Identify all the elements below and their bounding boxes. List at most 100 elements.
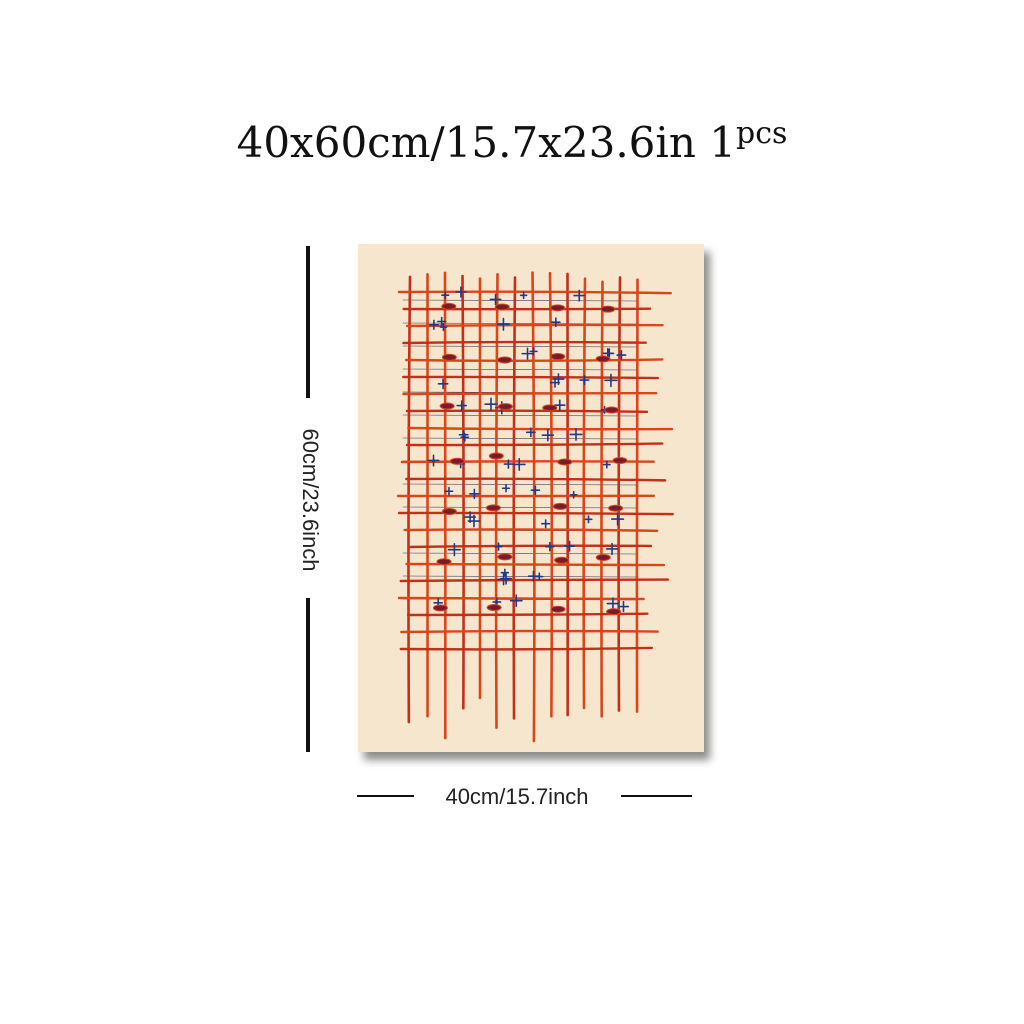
star-mark	[605, 542, 619, 556]
horizontal-stroke	[405, 442, 664, 447]
horizontal-stroke	[404, 358, 664, 362]
star-mark	[579, 374, 590, 386]
eye-mark	[449, 457, 465, 465]
star-mark	[617, 600, 630, 613]
eye-mark	[436, 558, 452, 566]
vertical-stroke	[494, 273, 499, 729]
eye-mark	[552, 502, 568, 510]
eye-mark	[432, 604, 448, 612]
vertical-stroke	[407, 275, 412, 724]
eye-mark	[612, 457, 628, 465]
horizontal-stroke	[402, 375, 660, 380]
height-label: 60cm/23.6inch	[298, 428, 323, 572]
hairline	[402, 437, 639, 440]
eye-mark	[441, 302, 457, 310]
star-mark	[512, 457, 526, 471]
vertical-stroke	[548, 271, 554, 718]
star-mark	[606, 597, 620, 610]
eye-mark	[542, 404, 558, 412]
star-mark	[527, 570, 540, 582]
quantity-number: 1	[709, 118, 736, 167]
star-mark	[455, 286, 467, 298]
eye-mark	[600, 305, 616, 313]
star-mark	[427, 454, 440, 467]
size-title: 40x60cm/15.7x23.6in 1pcs	[0, 116, 1024, 167]
star-mark	[604, 348, 615, 359]
star-mark	[564, 540, 576, 552]
canvas-print	[358, 244, 704, 752]
vertical-stroke	[461, 274, 465, 710]
vertical-stroke	[617, 276, 622, 712]
star-mark	[616, 350, 627, 361]
eye-mark	[595, 553, 611, 561]
eye-mark	[486, 604, 502, 612]
horizontal-stroke	[399, 578, 670, 583]
eye-mark	[604, 406, 620, 414]
eye-mark	[606, 608, 622, 616]
height-dimension-line-bottom	[306, 598, 310, 752]
eye-mark	[441, 507, 457, 515]
star-mark	[441, 291, 450, 300]
star-mark	[569, 490, 578, 499]
star-mark	[584, 515, 593, 524]
hairline	[402, 552, 639, 555]
star-mark	[503, 459, 514, 469]
eye-mark	[550, 605, 566, 613]
star-mark	[525, 427, 536, 438]
eye-mark	[497, 356, 513, 364]
eye-mark	[550, 353, 566, 361]
width-label: 40cm/15.7inch	[445, 784, 589, 809]
horizontal-stroke	[399, 646, 654, 651]
eye-mark	[550, 304, 566, 312]
star-mark	[602, 460, 611, 469]
horizontal-stroke	[402, 391, 658, 396]
star-mark	[573, 289, 586, 302]
star-mark	[569, 427, 583, 441]
eye-mark	[485, 504, 501, 512]
star-mark	[497, 573, 510, 586]
width-dimension-line-left	[357, 795, 414, 797]
star-mark	[469, 488, 480, 500]
star-mark	[610, 512, 625, 526]
star-mark	[519, 291, 528, 300]
hairline	[402, 506, 639, 509]
eye-mark	[488, 452, 504, 460]
star-mark	[494, 542, 503, 551]
star-mark	[521, 347, 534, 360]
hairline	[402, 575, 639, 578]
star-mark	[444, 486, 454, 496]
horizontal-stroke	[407, 544, 653, 549]
width-dimension-line-right	[621, 795, 692, 797]
star-mark	[484, 397, 498, 411]
star-mark	[553, 399, 566, 412]
star-mark	[500, 568, 510, 577]
horizontal-stroke	[400, 629, 659, 634]
size-text: 40x60cm/15.7x23.6in	[236, 118, 696, 167]
star-mark	[541, 428, 555, 442]
eye-mark	[608, 504, 624, 512]
hairline	[402, 414, 639, 417]
eye-mark	[441, 353, 457, 361]
star-mark	[550, 317, 561, 328]
horizontal-stroke	[403, 528, 659, 533]
quantity-unit: pcs	[735, 116, 788, 151]
star-mark	[541, 519, 551, 529]
hairline	[402, 483, 639, 486]
star-mark	[464, 511, 477, 524]
horizontal-stroke	[397, 511, 674, 516]
star-mark	[545, 541, 555, 552]
eye-mark	[557, 458, 573, 466]
horizontal-stroke	[402, 340, 647, 345]
eye-mark	[439, 402, 455, 410]
star-mark	[436, 316, 447, 327]
hairline	[402, 299, 639, 302]
star-mark	[456, 400, 468, 411]
star-mark	[530, 485, 541, 496]
height-dimension-line-top	[306, 246, 310, 398]
hairline	[402, 368, 639, 371]
star-mark	[458, 429, 469, 440]
eye-mark	[494, 303, 510, 311]
horizontal-stroke	[407, 426, 674, 431]
horizontal-stroke	[397, 290, 672, 295]
